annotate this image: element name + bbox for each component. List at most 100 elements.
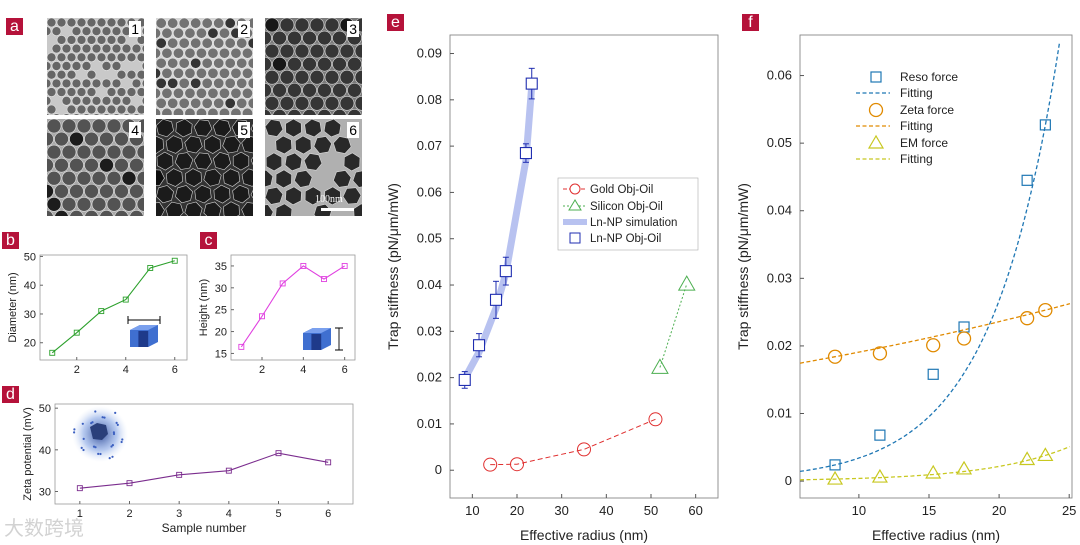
tem-particle (184, 87, 196, 99)
tem-particle (136, 170, 144, 186)
tem-particle (86, 35, 97, 45)
tem-particle (247, 97, 253, 109)
tem-particle (61, 61, 72, 71)
silicon-point (651, 358, 669, 374)
tem-particle (47, 26, 52, 36)
tem-particle (195, 47, 207, 59)
tem-particle (69, 157, 84, 173)
tem-particle (284, 152, 303, 172)
tem-particle (165, 201, 184, 216)
legend-label: Reso force (900, 70, 958, 84)
nanoparticle-icon (72, 406, 128, 462)
tem-particle (265, 82, 272, 98)
silicon-point (677, 275, 696, 291)
tem-particle (47, 210, 54, 216)
tem-particle (156, 87, 161, 99)
y-tick-label: 40 (24, 280, 36, 292)
legend-marker (868, 102, 884, 118)
ligand-dot (94, 410, 97, 413)
tem-particle (213, 37, 225, 49)
em-point (955, 460, 973, 475)
data-point (275, 450, 282, 457)
tem-particle (323, 119, 342, 138)
tem-particle (224, 18, 236, 29)
x-tick-label: 20 (510, 503, 524, 518)
panel-label-d: d (2, 386, 19, 403)
tem-particle (47, 96, 52, 106)
ligand-dot (99, 452, 102, 456)
tem-particle (195, 27, 207, 39)
tem-particle (178, 18, 190, 29)
y-tick-label: 15 (215, 348, 227, 360)
y-tick-label: 0.06 (417, 184, 442, 199)
ligand-dot (114, 411, 117, 414)
legend-label: Ln-NP simulation (590, 217, 677, 229)
tem-particle (76, 87, 87, 97)
tem-image-5: 5 (156, 119, 253, 216)
y-tick-label: 0.08 (417, 92, 442, 107)
tem-particle (309, 18, 325, 33)
tem-particle (81, 43, 92, 54)
tem-particle (142, 114, 144, 115)
x-axis-label: Sample number (162, 521, 247, 535)
data-point (147, 264, 154, 271)
ligand-dot (90, 422, 93, 425)
tem-particle (47, 78, 52, 89)
tem-particle (61, 197, 77, 212)
tem-particle (106, 18, 117, 28)
tem-particle (101, 43, 112, 54)
tem-particle (161, 67, 173, 79)
tem-particle (116, 52, 127, 63)
tem-particle (47, 144, 62, 160)
tem-particle (213, 77, 225, 89)
zeta-point (827, 349, 843, 364)
tem-particle (56, 35, 67, 45)
tem-image-6: 6 100nm (265, 119, 362, 216)
data-point (259, 313, 265, 320)
y-tick-label: 0.04 (417, 277, 442, 292)
tem-particle (91, 43, 102, 54)
tem-particle (121, 43, 132, 54)
tem-particles (47, 18, 144, 115)
tem-particle (56, 18, 67, 28)
tem-particle (66, 87, 77, 97)
tem-particle (76, 35, 87, 45)
tem-particle (194, 184, 212, 204)
ligand-dot (82, 448, 85, 452)
tem-particle (101, 26, 112, 36)
data-line (240, 265, 345, 348)
tem-image-1: 1 (47, 18, 144, 115)
plot-frame (449, 34, 719, 499)
ligand-dot (101, 416, 104, 419)
tem-particle (247, 57, 253, 69)
tem-particle (141, 79, 144, 88)
tem-particle (174, 152, 194, 170)
tem-particle (190, 57, 202, 69)
x-tick-label: 25 (1062, 503, 1076, 518)
ln-np-point (525, 77, 538, 90)
x-tick-label: 2 (74, 364, 80, 376)
ligand-dot (121, 438, 124, 441)
tem-particle (272, 30, 287, 46)
em-point (1037, 447, 1054, 462)
tem-particle (106, 170, 122, 186)
tem-particle (265, 69, 280, 85)
legend-label: Fitting (900, 152, 933, 166)
x-tick-label: 60 (688, 503, 702, 518)
tem-particle (121, 170, 137, 186)
panel-label-c: c (200, 232, 217, 249)
tem-sample-number: 5 (238, 122, 250, 138)
tem-particle (333, 170, 352, 188)
tem-particle (81, 96, 92, 106)
tem-particle (178, 37, 190, 49)
tem-particle (99, 131, 114, 147)
tem-particle (106, 87, 117, 97)
data-point (73, 329, 80, 336)
tem-particle (86, 18, 97, 28)
x-axis-label: Effective radius (nm) (872, 527, 1000, 543)
tem-particle (195, 107, 207, 115)
x-tick-label: 6 (172, 364, 178, 376)
tem-particle (165, 168, 184, 187)
ligand-dot (116, 423, 119, 426)
tem-particle (91, 144, 107, 160)
